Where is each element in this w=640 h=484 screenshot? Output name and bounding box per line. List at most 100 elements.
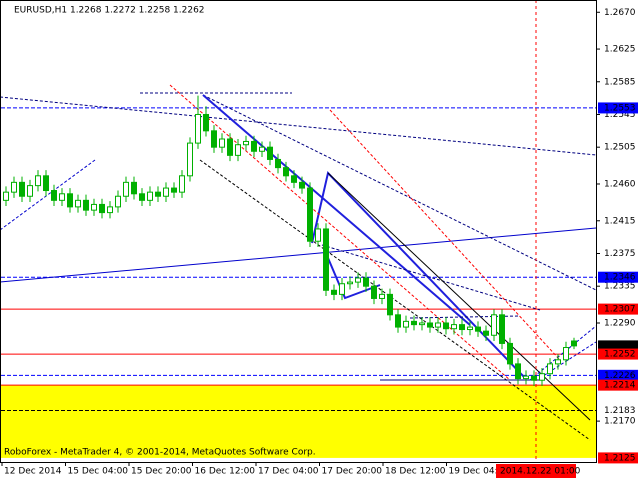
candle-body bbox=[499, 314, 505, 344]
price-label: 1.2214 bbox=[604, 381, 636, 391]
price-label-box bbox=[598, 452, 638, 464]
candle-body bbox=[379, 293, 385, 299]
price-label-box bbox=[598, 348, 638, 360]
candle-body bbox=[411, 320, 417, 326]
candle-body bbox=[347, 281, 353, 285]
x-tick-label: 15 Dec 04:00 bbox=[68, 467, 129, 477]
candle-body bbox=[91, 203, 97, 211]
candle-body bbox=[355, 277, 361, 283]
candle-body bbox=[275, 158, 281, 169]
y-tick-label: 1.2415 bbox=[604, 216, 636, 226]
candle-body bbox=[427, 322, 433, 328]
x-tick-label: 17 Dec 04:00 bbox=[258, 467, 319, 477]
candle-body bbox=[235, 144, 241, 156]
candle-body bbox=[539, 373, 545, 381]
candle-body bbox=[259, 146, 265, 152]
candle-body bbox=[219, 138, 225, 148]
candle-body bbox=[475, 326, 481, 332]
candle-body bbox=[107, 206, 113, 214]
price-label: 1.2553 bbox=[604, 103, 636, 113]
y-tick-label: 1.2505 bbox=[604, 143, 636, 153]
price-label: 1.2226 bbox=[604, 371, 636, 381]
candle-body bbox=[3, 191, 9, 201]
trend-line bbox=[169, 84, 511, 381]
plot-frame bbox=[0, 0, 597, 463]
candle-body bbox=[27, 185, 33, 197]
candle-body bbox=[179, 175, 185, 193]
zone bbox=[1, 385, 596, 458]
trend-line bbox=[199, 159, 591, 441]
y-tick-label: 1.2335 bbox=[604, 282, 636, 292]
candle-body bbox=[315, 228, 321, 242]
candle-body bbox=[467, 326, 473, 331]
candle-body bbox=[43, 175, 49, 192]
trend-line bbox=[329, 109, 561, 361]
candle-body bbox=[171, 187, 177, 193]
trend-line bbox=[202, 94, 471, 326]
y-tick-label: 1.2290 bbox=[604, 318, 636, 328]
candle-body bbox=[99, 203, 105, 214]
candle-body bbox=[203, 113, 209, 132]
candle-body bbox=[339, 283, 345, 295]
candle-body bbox=[299, 181, 305, 189]
candle-body bbox=[67, 193, 73, 208]
x-tick-label: 18 Dec 12:00 bbox=[385, 467, 446, 477]
candle-body bbox=[555, 359, 561, 365]
price-label: 1.2125 bbox=[604, 453, 636, 463]
candle-body bbox=[251, 140, 257, 152]
candle-body bbox=[547, 363, 553, 375]
candle-body bbox=[483, 330, 489, 336]
candle-body bbox=[11, 181, 17, 193]
price-label: 1.2262 bbox=[604, 341, 636, 351]
candle-body bbox=[115, 195, 121, 208]
candle-body bbox=[155, 191, 161, 197]
y-tick-label: 1.2460 bbox=[604, 179, 636, 189]
candle-body bbox=[35, 175, 41, 187]
y-tick-label: 1.2170 bbox=[604, 417, 636, 427]
candle-body bbox=[291, 175, 297, 183]
candle-body bbox=[51, 190, 57, 201]
candle-body bbox=[227, 138, 233, 156]
candle-body bbox=[523, 375, 529, 380]
trend-line bbox=[202, 94, 597, 291]
x-tick-label: 12 Dec 2014 bbox=[4, 467, 62, 477]
candle-body bbox=[563, 347, 569, 361]
candle-body bbox=[83, 199, 89, 211]
x-tick-label: 15 Dec 20:00 bbox=[131, 467, 192, 477]
y-tick-label: 1.2545 bbox=[604, 110, 636, 120]
candle-body bbox=[59, 193, 65, 201]
candle-body bbox=[139, 193, 145, 201]
candle-body bbox=[387, 293, 393, 316]
candle-body bbox=[331, 289, 337, 295]
y-tick-label: 1.2585 bbox=[604, 77, 636, 87]
candle-body bbox=[187, 142, 193, 177]
y-tick-label: 1.2375 bbox=[604, 249, 636, 259]
candle-body bbox=[283, 167, 289, 177]
candle-body bbox=[19, 181, 25, 197]
candle-body bbox=[371, 285, 377, 299]
x-tick-label: 19 Dec 04:00 bbox=[449, 467, 510, 477]
price-label-box bbox=[598, 404, 638, 416]
price-label: 1.2346 bbox=[604, 273, 636, 283]
candle-body bbox=[435, 322, 441, 328]
candle-body bbox=[395, 314, 401, 328]
candle-body bbox=[211, 130, 217, 148]
price-label-box bbox=[598, 369, 638, 381]
crosshair-label-box bbox=[496, 464, 576, 478]
candle-body bbox=[163, 187, 169, 197]
price-label-box bbox=[598, 379, 638, 391]
candle-body bbox=[75, 199, 81, 208]
price-label: 1.2307 bbox=[604, 305, 636, 315]
candle-body bbox=[147, 191, 153, 201]
crosshair-label: 2014.12.22 01:00 bbox=[500, 467, 581, 477]
candle-body bbox=[515, 363, 521, 380]
candle-body bbox=[403, 320, 409, 328]
candle-body bbox=[131, 181, 137, 195]
trend-line bbox=[327, 257, 381, 300]
candle-body bbox=[507, 342, 513, 365]
candle-body bbox=[267, 146, 273, 160]
price-label-box bbox=[598, 340, 638, 352]
candle-body bbox=[531, 375, 537, 381]
candle-body bbox=[491, 314, 497, 336]
